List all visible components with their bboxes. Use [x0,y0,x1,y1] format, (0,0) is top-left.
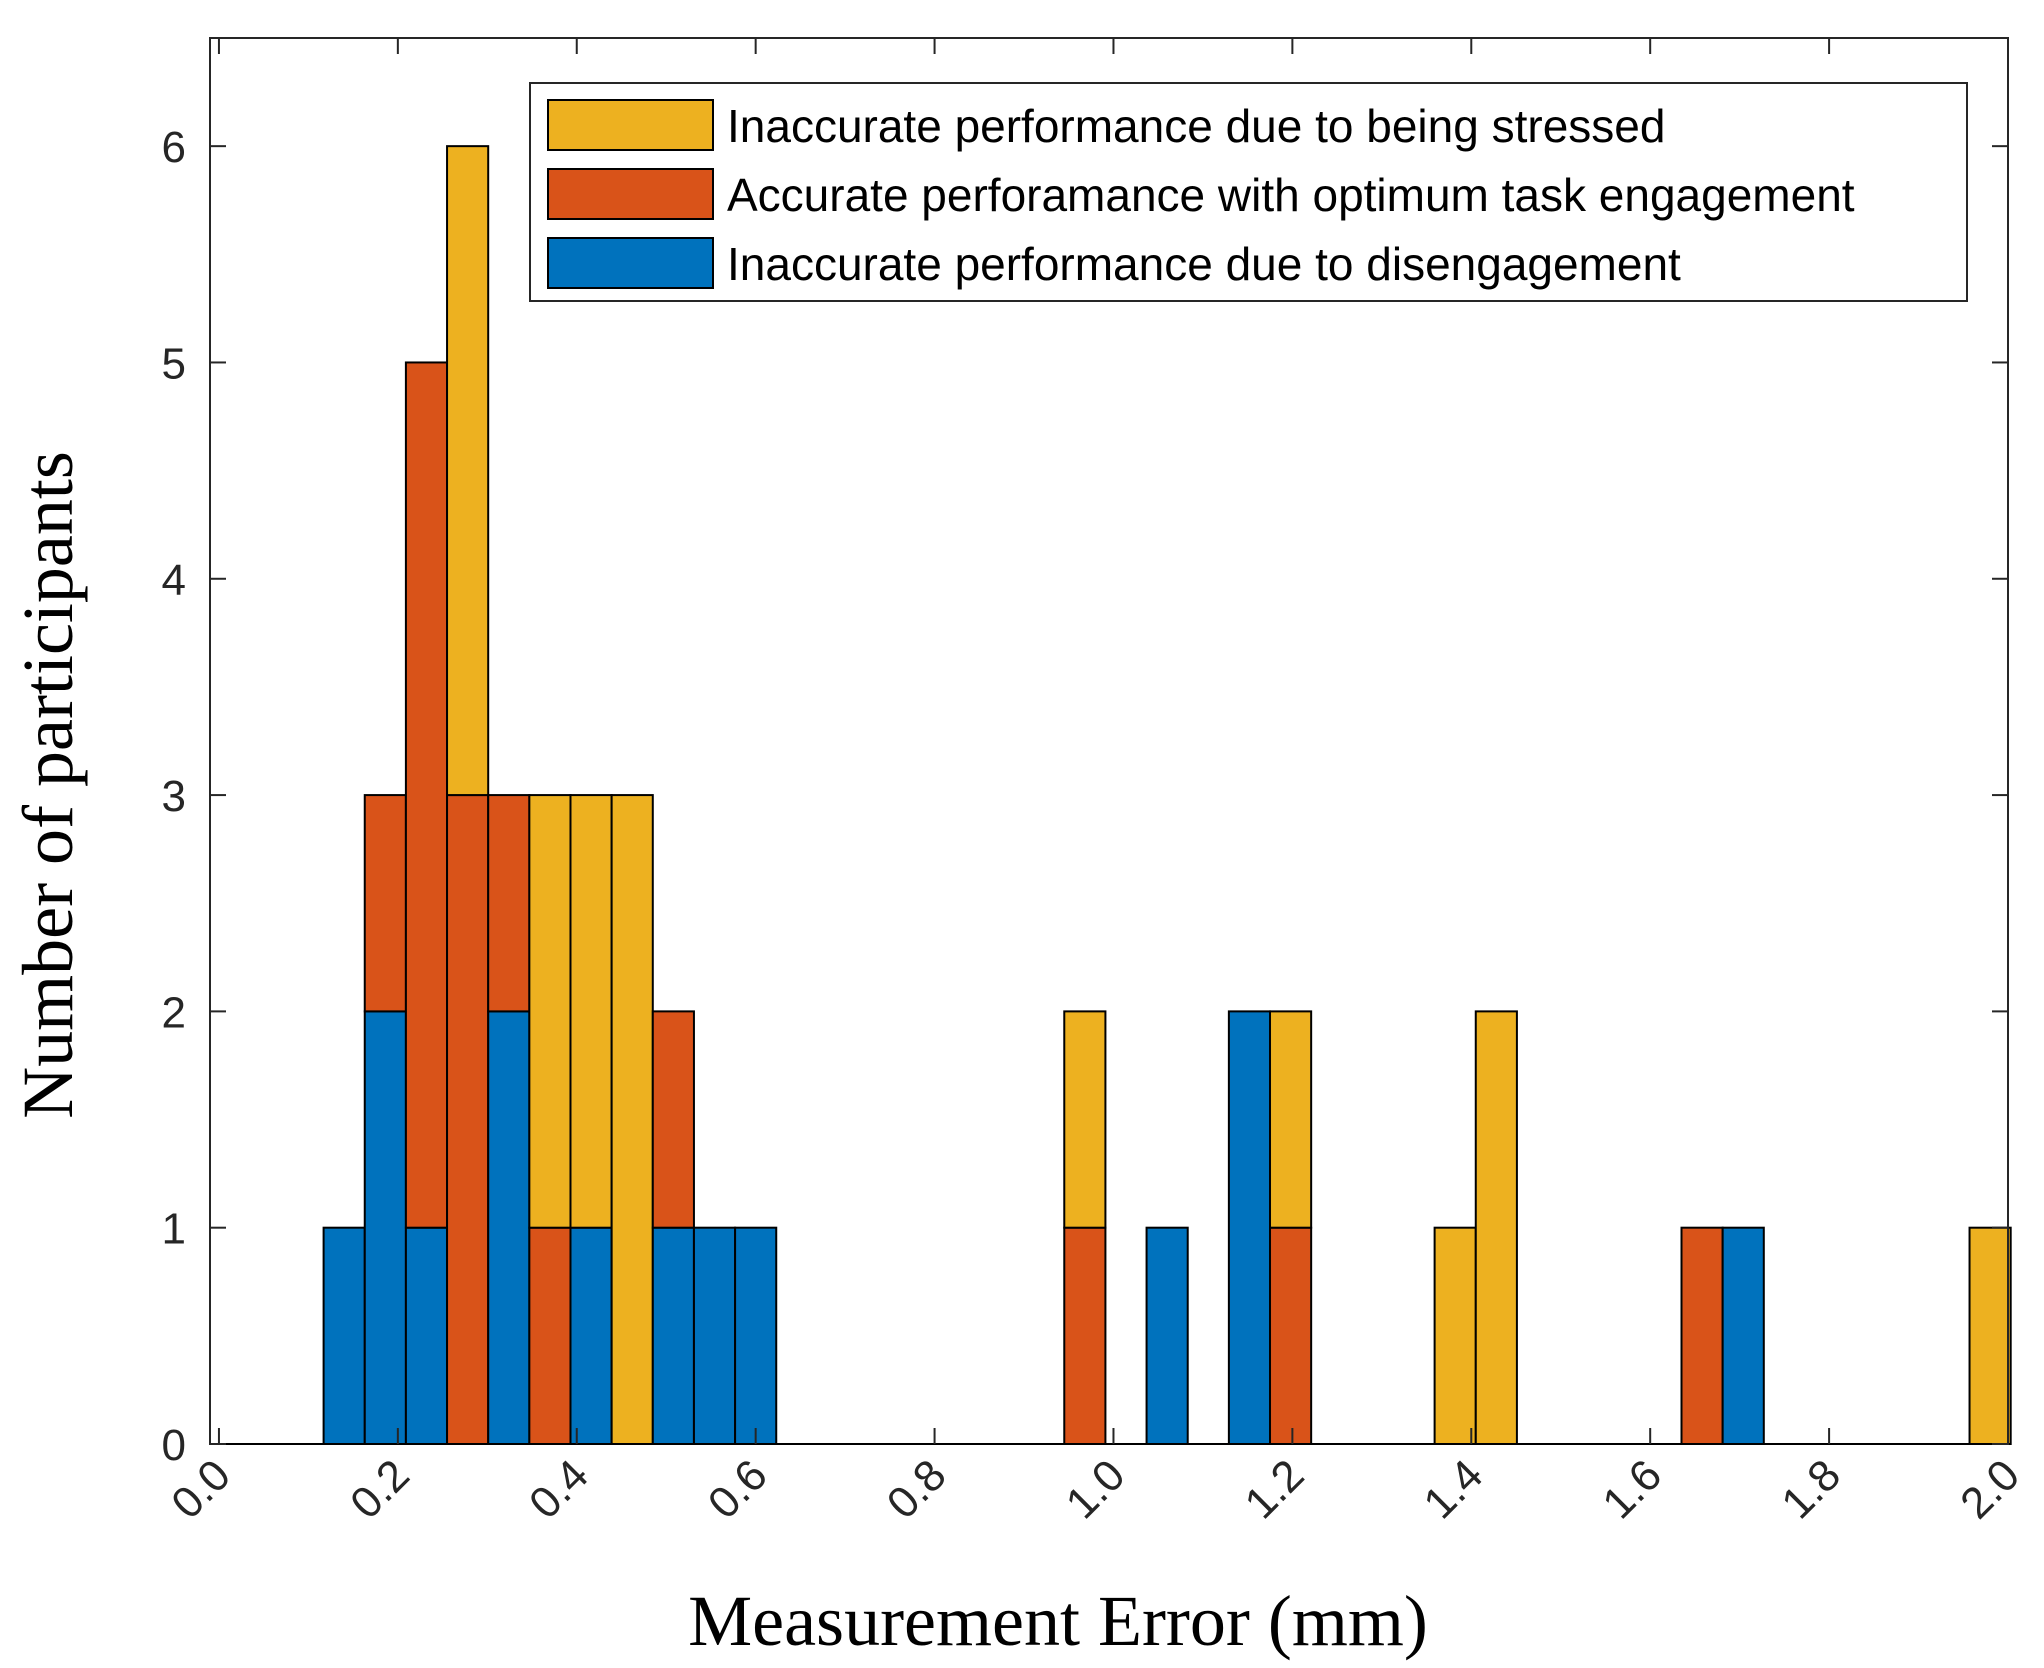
bar-1-3 [446,794,490,1445]
bar-2-15 [1433,1226,1477,1445]
y-tick-label: 3 [162,772,186,821]
bar-0-10 [734,1226,778,1445]
bar-0-6 [569,1226,613,1445]
x-tick-label: 1.4 [1414,1450,1492,1528]
legend-label-optimum: Accurate perforamance with optimum task … [727,169,1855,221]
bar-2-16 [1474,1010,1518,1445]
legend-box [529,82,1968,302]
x-tick-label: 1.2 [1236,1450,1314,1528]
bar-1-2 [404,361,449,1229]
y-tick-label: 1 [162,1205,186,1254]
bar-2-6 [569,794,613,1229]
bar-2-5 [528,794,572,1229]
bar-0-4 [487,1010,531,1445]
bar-0-12 [1145,1226,1189,1445]
y-tick-label: 4 [162,556,186,605]
y-axis-title: Number of participants [8,451,88,1119]
y-tick-label: 6 [162,123,186,172]
bar-0-8 [651,1226,695,1445]
legend-swatch-optimum [547,168,714,220]
legend-label-stressed: Inaccurate performance due to being stre… [727,100,1665,152]
y-tick-label: 2 [162,988,186,1037]
bar-0-1 [363,1010,407,1445]
bar-2-19 [1968,1226,2012,1445]
bar-2-14 [1269,1010,1313,1229]
y-tick-label: 0 [162,1421,186,1470]
bar-1-14 [1269,1226,1313,1445]
x-tick-label: 2.0 [1951,1450,2029,1528]
bar-0-9 [692,1226,737,1445]
legend: Inaccurate performance due to being stre… [529,82,1968,302]
bars-layer [322,145,2012,1445]
x-axis-title: Measurement Error (mm) [688,1581,1428,1661]
legend-swatch-disengagement [547,237,714,289]
bar-2-3 [446,145,490,797]
bar-0-13 [1227,1010,1272,1445]
bar-1-5 [528,1226,572,1445]
x-tick-label: 0.6 [699,1450,777,1528]
legend-swatch-stressed [547,99,714,151]
x-tick-label: 1.6 [1593,1450,1671,1528]
bar-1-11 [1063,1226,1107,1445]
legend-label-disengagement: Inaccurate performance due to disengagem… [727,238,1681,290]
bar-1-4 [487,794,531,1013]
bar-2-11 [1063,1010,1107,1229]
bar-2-7 [610,794,654,1445]
x-tick-label: 0.4 [520,1450,598,1528]
bar-0-18 [1721,1226,1765,1445]
bar-1-17 [1680,1226,1724,1445]
bar-1-8 [651,1010,695,1229]
bar-0-0 [322,1226,366,1445]
bar-1-1 [363,794,407,1013]
x-tick-label: 1.8 [1772,1450,1850,1528]
x-tick-label: 0.2 [341,1450,419,1528]
bar-0-2 [404,1226,449,1445]
x-tick-label: 1.0 [1057,1450,1135,1528]
x-tick-label: 0.8 [878,1450,956,1528]
y-tick-label: 5 [162,339,186,388]
